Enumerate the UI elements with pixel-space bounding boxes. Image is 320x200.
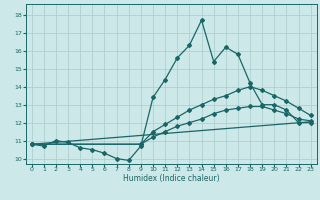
X-axis label: Humidex (Indice chaleur): Humidex (Indice chaleur) xyxy=(123,174,220,183)
